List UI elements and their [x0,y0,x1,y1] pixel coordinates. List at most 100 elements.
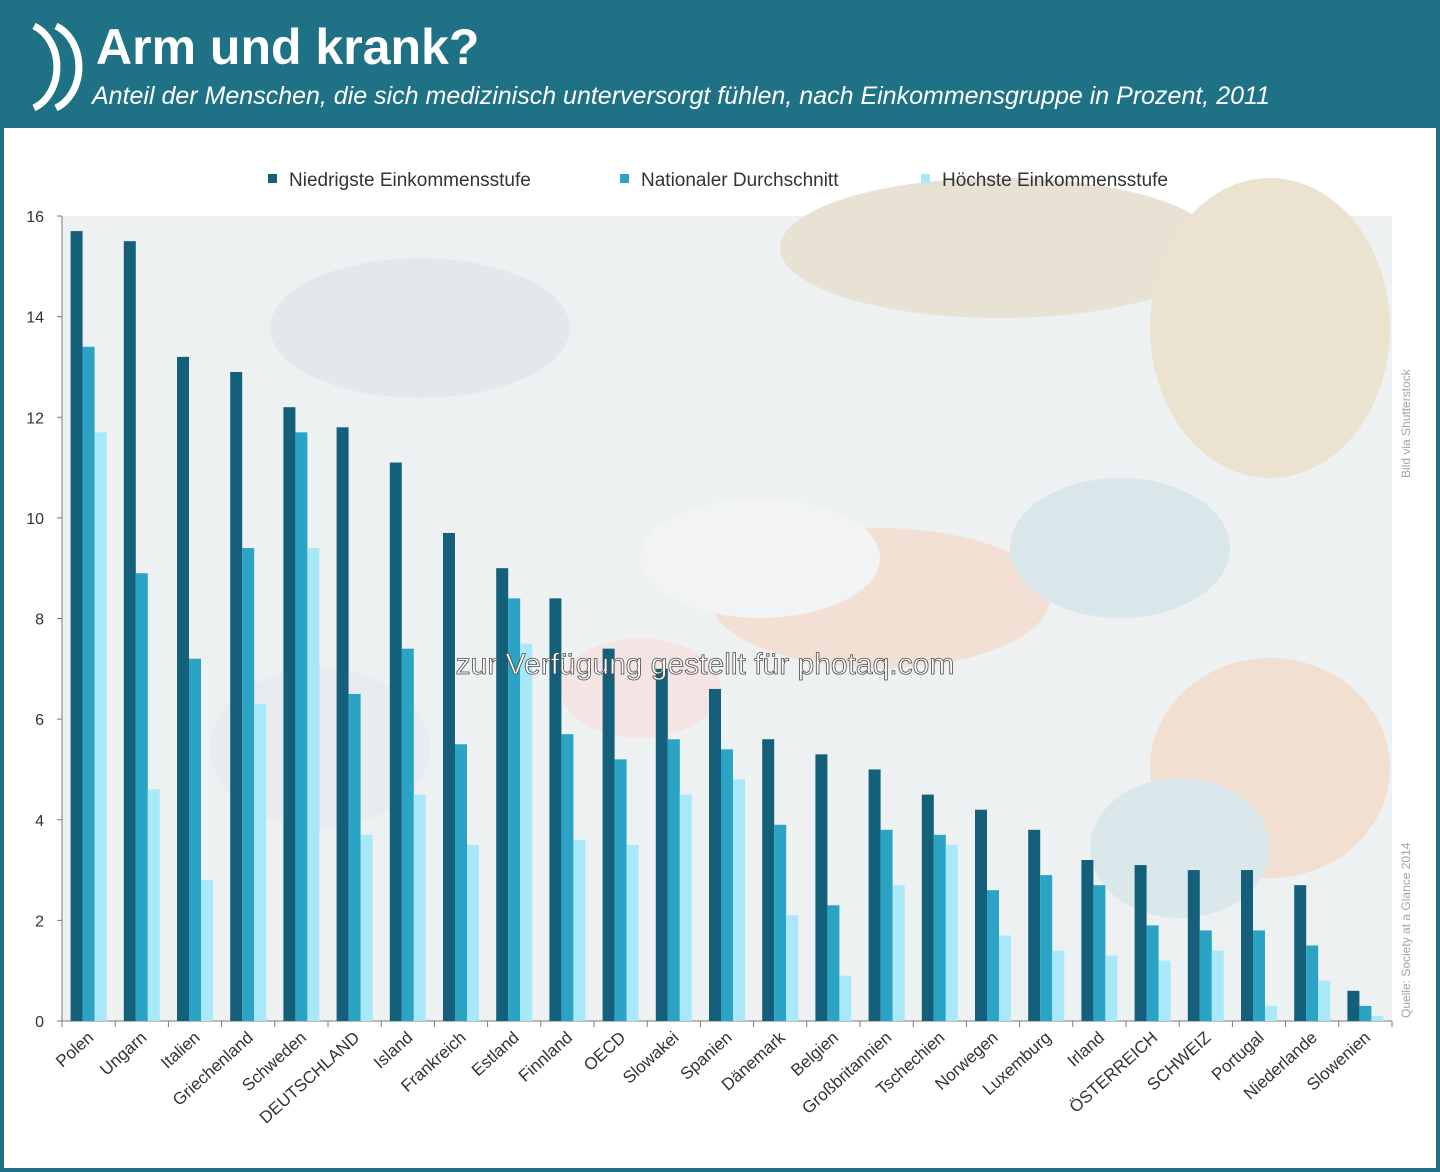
bar-avg [1253,930,1265,1021]
photo-background [62,178,1392,1021]
bar-low [389,462,402,1021]
bar-avg [933,834,946,1021]
x-category-label: Irland [1064,1028,1108,1071]
y-tick-label: 10 [26,511,44,528]
legend: Niedrigste Einkommensstufe Nationaler Dur… [268,170,1168,191]
x-category-label: Polen [52,1028,97,1071]
bar-high [1318,980,1331,1021]
legend-swatch [921,174,930,183]
bar-low [549,598,562,1021]
bar-avg [242,548,255,1021]
bar-avg [1146,925,1159,1021]
bar-avg [1093,885,1106,1021]
bar-avg [561,734,574,1021]
bar-avg [348,693,361,1021]
y-tick-label: 6 [35,712,44,729]
bar-high [733,779,745,1021]
x-category-label: Finnland [515,1028,576,1086]
y-tick-label: 12 [26,410,44,427]
bar-high [945,844,958,1021]
bar-low [1028,829,1041,1021]
bar-high [1371,1015,1384,1021]
bar-high [573,839,586,1021]
bar-avg [295,432,308,1021]
bar-chart: Niedrigste Einkommensstufe Nationaler Dur… [26,170,1413,1128]
legend-label: Niedrigste Einkommensstufe [289,170,531,191]
chart-title: Arm und krank? [96,19,480,75]
y-tick-label: 16 [26,209,44,226]
bar-low [443,532,455,1021]
bar-avg [1306,945,1319,1021]
bar-low [1134,865,1147,1021]
bar-avg [82,346,95,1021]
bar-low [1081,860,1094,1021]
bar-low [815,754,828,1021]
x-category-label: Slowakei [619,1028,682,1088]
y-tick-label: 8 [35,612,44,629]
image-credit: Bild via Shutterstock [1399,368,1413,478]
bar-low [177,356,189,1021]
legend-label: Nationaler Durchschnitt [641,170,839,191]
bar-avg [667,739,680,1021]
x-category-label: OECD [580,1028,629,1075]
oecd-logo-icon [32,22,83,112]
bar-high [1158,960,1171,1021]
bar-low [123,241,136,1021]
bar-high [1211,950,1224,1021]
bar-avg [880,829,893,1021]
header-banner: Arm und krank? Anteil der Menschen, die … [0,0,1440,128]
bar-high [839,975,852,1021]
x-axis-labels: Polen Ungarn ItalienGriechenlandSchwedenDE… [52,1028,1374,1128]
bar-high [1052,950,1065,1021]
bar-low [336,427,349,1021]
bar-low [868,769,881,1021]
bar-low [921,794,934,1021]
bar-high [999,935,1011,1021]
bar-avg [987,890,999,1021]
bar-high [892,885,905,1021]
bar-low [496,568,509,1021]
bar-low [1347,990,1360,1021]
bar-high [1105,955,1118,1021]
y-tick-label: 0 [35,1014,44,1031]
y-tick-label: 4 [35,813,44,830]
bar-low [709,688,721,1021]
bar-avg [1199,930,1212,1021]
x-category-label: Island [370,1028,416,1072]
bar-high [94,432,107,1021]
bar-low [762,739,775,1021]
bar-avg [508,598,521,1021]
bar-high [201,880,213,1021]
chart-subtitle: Anteil der Menschen, die sich medizinisc… [92,82,1270,110]
bar-high [413,794,426,1021]
source-credit: Quelle: Society at a Glance 2014 [1399,842,1413,1018]
x-category-label: Italien [157,1028,203,1072]
bar-high [679,794,692,1021]
bar-low [1241,870,1253,1021]
bar-high [467,844,479,1021]
legend-label: Höchste Einkommensstufe [942,170,1168,191]
bar-avg [1359,1005,1372,1021]
bar-high [147,789,160,1021]
bar-low [283,407,296,1021]
x-category-label: Ungarn [96,1028,150,1079]
bar-high [360,834,373,1021]
bar-high [520,643,533,1021]
legend-swatch [620,174,629,183]
bar-avg [135,573,148,1021]
watermark: zur Verfügung gestellt für photaq.com [456,648,955,681]
bar-low [655,668,668,1021]
legend-swatch [268,174,277,183]
bar-high [1265,1005,1277,1021]
bar-high [254,704,267,1021]
x-category-label: DEUTSCHLAND [256,1028,363,1127]
y-tick-label: 2 [35,913,44,930]
bar-avg [1040,875,1053,1021]
bar-low [70,231,83,1021]
bar-avg [774,824,787,1021]
bar-high [307,548,320,1021]
bar-avg [614,759,627,1021]
bar-low [1187,870,1200,1021]
bar-low [230,371,243,1021]
